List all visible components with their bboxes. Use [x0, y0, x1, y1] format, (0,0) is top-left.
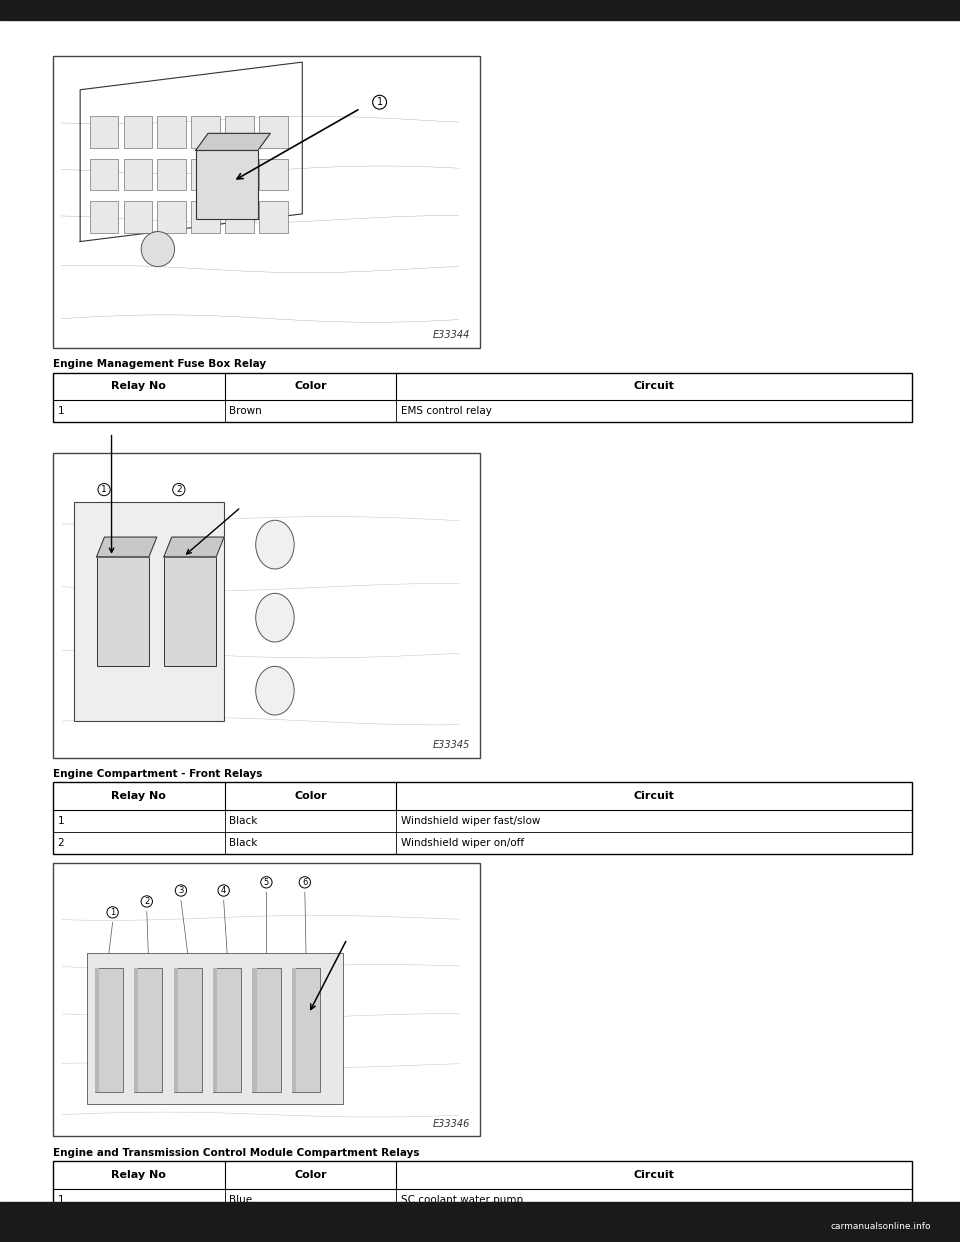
Bar — [53, 56, 480, 348]
Text: 1: 1 — [101, 486, 107, 494]
Bar — [292, 969, 296, 1092]
Bar — [259, 117, 288, 148]
Bar — [0, 0, 960, 20]
Text: 1: 1 — [58, 816, 64, 826]
Bar — [95, 969, 123, 1092]
Bar — [89, 159, 118, 190]
Text: 3: 3 — [179, 886, 183, 895]
Text: 4: 4 — [221, 886, 227, 895]
Text: 1: 1 — [58, 406, 64, 416]
Bar — [53, 782, 912, 854]
Bar — [174, 969, 178, 1092]
Text: Blue: Blue — [229, 1195, 252, 1205]
Text: Color: Color — [295, 791, 326, 801]
Text: Black: Black — [229, 816, 258, 826]
Bar — [74, 502, 224, 722]
Text: 2: 2 — [58, 1217, 64, 1227]
Bar — [89, 201, 118, 233]
Bar — [95, 969, 99, 1092]
Text: 1: 1 — [376, 97, 383, 107]
Bar — [225, 201, 253, 233]
Bar — [53, 863, 480, 1136]
Bar — [124, 159, 153, 190]
Bar — [87, 954, 344, 1104]
Bar — [259, 201, 288, 233]
Text: E33345: E33345 — [433, 740, 470, 750]
Text: Relay No: Relay No — [111, 381, 166, 391]
Text: 2: 2 — [144, 897, 150, 905]
Text: 1: 1 — [58, 1195, 64, 1205]
Bar — [124, 201, 153, 233]
Text: Engine Compartment - Front Relays: Engine Compartment - Front Relays — [53, 769, 262, 779]
Text: Ignition coils: Ignition coils — [401, 1240, 468, 1242]
Bar — [164, 556, 216, 666]
Text: Color: Color — [295, 381, 326, 391]
Ellipse shape — [255, 520, 294, 569]
Bar — [53, 1161, 912, 1242]
Bar — [213, 969, 217, 1092]
Bar — [89, 117, 118, 148]
Bar — [252, 969, 280, 1092]
Polygon shape — [97, 537, 156, 556]
Bar — [191, 159, 220, 190]
Bar — [191, 117, 220, 148]
Text: Brown: Brown — [229, 1217, 262, 1227]
Bar — [53, 453, 480, 758]
Text: 2: 2 — [176, 486, 181, 494]
Bar — [124, 117, 153, 148]
Text: Brown: Brown — [229, 1240, 262, 1242]
Bar — [174, 969, 202, 1092]
Text: Relay No: Relay No — [111, 1170, 166, 1180]
Bar — [0, 1202, 960, 1242]
Text: EMS control relay: EMS control relay — [401, 406, 492, 416]
Ellipse shape — [255, 666, 294, 715]
Bar — [259, 159, 288, 190]
Bar — [134, 969, 138, 1092]
Bar — [157, 159, 186, 190]
Bar — [225, 159, 253, 190]
Text: Relay No: Relay No — [111, 791, 166, 801]
Ellipse shape — [255, 594, 294, 642]
Text: Engine and Transmission Control Module Compartment Relays: Engine and Transmission Control Module C… — [53, 1148, 420, 1158]
Bar — [225, 117, 253, 148]
Text: 1: 1 — [110, 908, 115, 917]
Text: Engine Management Fuse Box Relay: Engine Management Fuse Box Relay — [53, 359, 266, 369]
Bar — [53, 373, 912, 422]
Text: 3: 3 — [58, 1240, 64, 1242]
Text: 2: 2 — [58, 838, 64, 848]
Bar — [134, 969, 162, 1092]
Bar — [196, 150, 258, 219]
Text: SC coolant water pump: SC coolant water pump — [401, 1195, 523, 1205]
Bar — [292, 969, 321, 1092]
Text: E33344: E33344 — [433, 330, 470, 340]
Text: Circuit: Circuit — [634, 1170, 675, 1180]
Bar — [97, 556, 149, 666]
Text: Windshield wiper on/off: Windshield wiper on/off — [401, 838, 524, 848]
Polygon shape — [196, 133, 271, 150]
Text: Brown: Brown — [229, 406, 262, 416]
Bar — [252, 969, 256, 1092]
Text: Circuit: Circuit — [634, 381, 675, 391]
Text: Black: Black — [229, 838, 258, 848]
Text: carmanualsonline.info: carmanualsonline.info — [830, 1222, 931, 1231]
Bar — [191, 201, 220, 233]
Text: Color: Color — [295, 1170, 326, 1180]
Text: Fuel injection main: Fuel injection main — [401, 1217, 500, 1227]
Polygon shape — [164, 537, 224, 556]
Bar — [157, 117, 186, 148]
Bar — [157, 201, 186, 233]
Text: E33346: E33346 — [433, 1119, 470, 1129]
Bar — [213, 969, 241, 1092]
Text: 5: 5 — [264, 878, 269, 887]
Text: Windshield wiper fast/slow: Windshield wiper fast/slow — [401, 816, 540, 826]
Ellipse shape — [141, 231, 175, 267]
Text: 6: 6 — [302, 878, 307, 887]
Text: Circuit: Circuit — [634, 791, 675, 801]
